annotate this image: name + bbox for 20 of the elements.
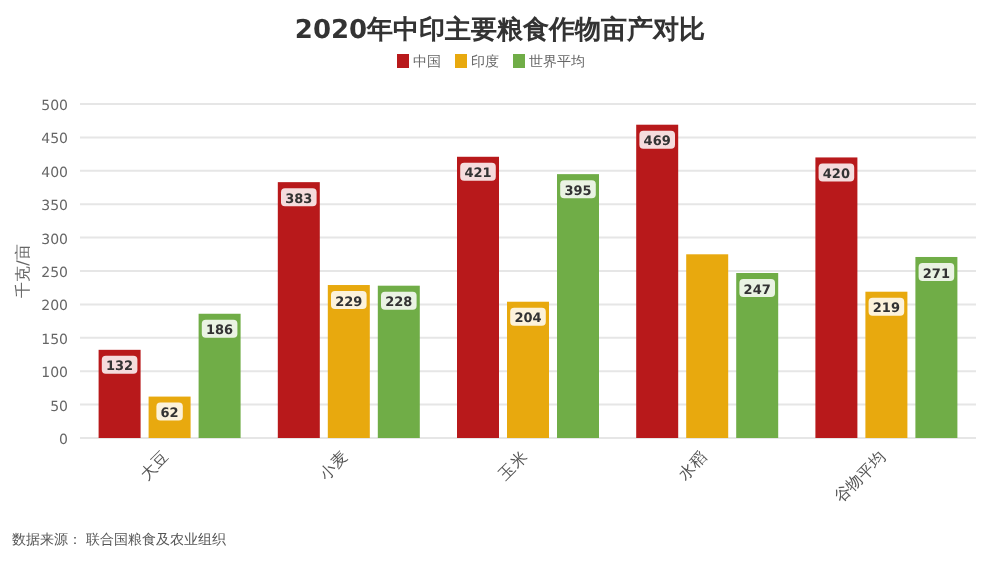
x-tick-label: 大豆 — [137, 448, 173, 484]
bar — [736, 273, 779, 438]
bar — [198, 313, 241, 438]
y-axis-title: 千克/亩 — [14, 244, 32, 298]
chart-title: 2020年中印主要粮食作物亩产对比 — [294, 14, 706, 46]
bar — [815, 157, 858, 438]
bar — [457, 156, 499, 438]
x-tick-label: 水稻 — [674, 448, 711, 484]
bar — [277, 182, 320, 438]
bar — [377, 285, 420, 438]
x-tick-label: 玉米 — [495, 448, 531, 484]
x-tick-label: 谷物平均 — [831, 448, 890, 507]
x-tick-label: 小麦 — [316, 448, 352, 484]
bar — [636, 124, 679, 438]
bar — [327, 285, 370, 438]
bar — [865, 291, 908, 438]
bar — [557, 174, 599, 438]
bar — [507, 301, 549, 438]
bar — [686, 254, 729, 438]
bar — [915, 256, 958, 438]
